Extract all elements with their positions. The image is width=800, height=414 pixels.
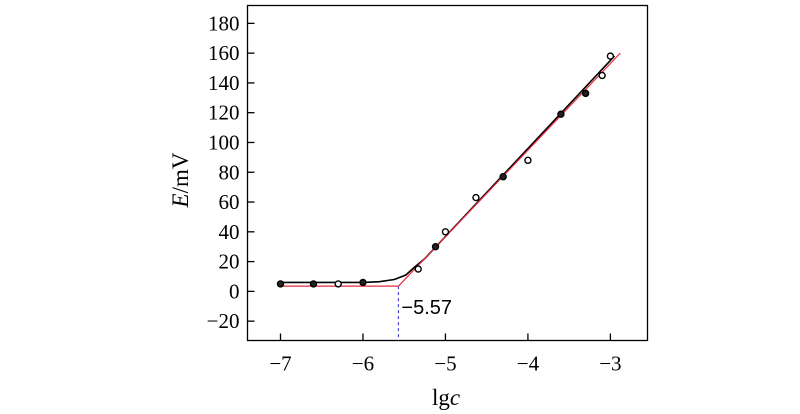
data-point xyxy=(334,280,342,288)
axis-ticks xyxy=(247,22,612,341)
data-point xyxy=(472,193,480,202)
x-tick-label: −7 xyxy=(269,352,291,376)
data-point xyxy=(499,173,507,181)
data-point xyxy=(441,228,450,236)
y-tick-label: 80 xyxy=(219,160,240,184)
x-tick-label: −3 xyxy=(599,352,621,376)
data-point xyxy=(524,156,532,165)
x-axis-label: lgc xyxy=(432,385,460,410)
x-tick-label: −6 xyxy=(352,352,374,376)
y-tick-label: 180 xyxy=(208,11,240,35)
data-point xyxy=(431,242,440,251)
tick-labels: −7 −6 −5 −4 −3 −20 0 20 40 60 80 100 120 140 160 180 xyxy=(207,11,622,375)
y-tick-label: 160 xyxy=(208,41,240,65)
y-tick-label: 100 xyxy=(208,130,240,154)
y-tick-label: 20 xyxy=(219,250,240,274)
plot-frame xyxy=(246,4,649,342)
x-tick-label: −5 xyxy=(434,352,456,376)
data-point xyxy=(557,110,565,118)
y-tick-label: 0 xyxy=(229,279,240,303)
y-axis-label: E/mV xyxy=(168,152,193,208)
y-tick-label: 60 xyxy=(219,190,240,214)
y-tick-label: 140 xyxy=(208,71,240,95)
data-point xyxy=(606,52,615,60)
data-point xyxy=(359,278,367,287)
tangent-line xyxy=(397,52,621,287)
data-point xyxy=(309,280,318,288)
data-points xyxy=(276,52,615,288)
intersection-annotation: −5.57 xyxy=(401,297,452,319)
x-tick-label: −4 xyxy=(517,352,540,376)
y-tick-label: 40 xyxy=(219,220,240,244)
data-point xyxy=(276,280,285,288)
y-tick-label: 120 xyxy=(208,101,240,125)
y-tick-label: −20 xyxy=(207,309,240,333)
fit-curve xyxy=(280,55,616,284)
data-point xyxy=(598,71,606,80)
data-point xyxy=(581,89,590,98)
data-point xyxy=(414,265,422,273)
